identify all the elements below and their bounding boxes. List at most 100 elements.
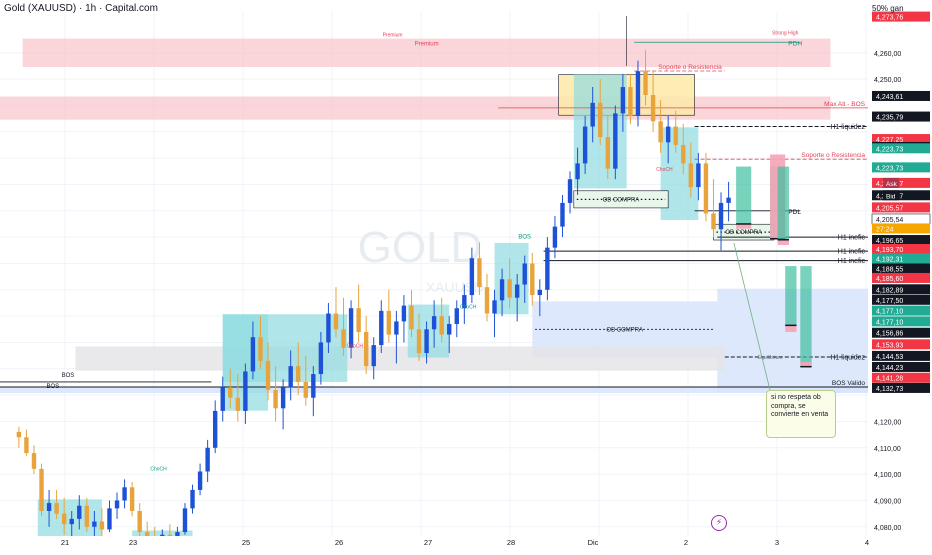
price-tag-label: 4,144,23 [876, 365, 903, 372]
candle-body [145, 532, 150, 538]
price-tag [872, 90, 930, 101]
time-axis-tick: 4 [865, 538, 869, 547]
annotation-label: Strong High [772, 30, 799, 36]
candle-body [92, 521, 97, 527]
candle-body [122, 487, 127, 501]
note-pointer-line [733, 242, 771, 391]
ask-bid-tag [883, 177, 899, 188]
lightning-bolt-icon[interactable]: ⚡ [711, 515, 727, 531]
trade-box-stop [736, 223, 752, 229]
trade-box-stop [800, 361, 812, 367]
price-tag-label: 4,205,57 [876, 205, 903, 212]
price-tag [872, 190, 930, 201]
trade-box-target [777, 166, 789, 240]
candle-body [228, 387, 233, 398]
price-tag-label: 4,205,54 [876, 217, 903, 224]
price-tag [872, 372, 930, 383]
level-label: Soporte o Resistencia [801, 152, 865, 159]
level-label: PDH [788, 40, 802, 47]
candle-body [703, 163, 709, 214]
candle-body [258, 337, 263, 361]
candle-body [409, 305, 414, 330]
price-tag [872, 243, 930, 254]
candle-body [492, 300, 497, 314]
zone-blue [0, 387, 868, 394]
price-tag-label: 4,243,61 [876, 94, 903, 101]
annotation-label: ChoCH [460, 304, 477, 310]
candle-body [696, 163, 701, 188]
candle-body [688, 163, 694, 188]
watermark-sub: XAUUSD [426, 279, 484, 295]
candle-body [620, 87, 626, 114]
candle-body [235, 397, 241, 411]
time-axis-tick: 28 [507, 538, 515, 547]
candle-body [205, 447, 210, 472]
zone-label: OB COMPRA [725, 230, 762, 236]
chart-title: Gold (XAUUSD) · 1h · Capital.com [4, 3, 158, 14]
time-axis-tick: Dic [588, 538, 599, 547]
price-tag [872, 305, 930, 316]
candle-body [575, 163, 580, 180]
candle-body [462, 295, 467, 309]
candle-body [46, 503, 52, 511]
candle-body [348, 308, 354, 348]
time-axis-tick: 27 [424, 538, 432, 547]
candle-body [605, 137, 610, 169]
zone-label: OB COMPRA [603, 197, 640, 203]
price-tag [872, 382, 930, 393]
candle-body [220, 387, 225, 411]
candle-body [484, 287, 490, 314]
level-label: H1 liquidez [830, 124, 865, 131]
candle-body [250, 337, 256, 372]
watermark-symbol: GOLD [358, 223, 483, 272]
candle-body [590, 102, 595, 127]
candle-body [61, 513, 67, 525]
candle-body [333, 313, 339, 330]
price-tag [872, 263, 930, 274]
candle-body [673, 126, 678, 145]
candle-body [296, 366, 301, 382]
price-axis-tick: 4,250,00 [874, 77, 901, 84]
candle-body [477, 258, 482, 288]
price-tag-label: 4,223,73 [876, 146, 903, 153]
candle-body [718, 202, 724, 230]
candle-body [552, 226, 558, 248]
price-tag [872, 134, 930, 145]
candle-body [16, 431, 22, 438]
note-callout[interactable]: si no respeta ob compra, se convierte en… [766, 390, 836, 438]
price-tag [872, 235, 930, 246]
candle-body [129, 487, 135, 511]
price-tag-label: 4,273,76 [876, 15, 903, 22]
price-tag [872, 111, 930, 122]
time-axis-tick: 21 [61, 538, 69, 547]
candle-body [54, 503, 59, 514]
price-axis-tick: 4,080,00 [874, 525, 901, 532]
candle-body [545, 247, 550, 290]
zone-gray [75, 346, 725, 371]
candle-body [522, 263, 527, 285]
candle-body [190, 489, 195, 509]
time-axis-tick: 2 [684, 538, 688, 547]
price-tag [872, 350, 930, 361]
price-tag [872, 202, 930, 213]
candle-body [326, 313, 331, 343]
candle-body [197, 471, 203, 490]
candle-body [499, 279, 505, 301]
candle-body [665, 126, 671, 143]
price-tag [872, 339, 930, 350]
trade-box-stop [785, 325, 797, 332]
price-tag [872, 361, 930, 372]
price-tag-label: 4,227,25 [876, 137, 903, 144]
top-right-label: 50% gan [872, 4, 904, 13]
candle-body [84, 505, 90, 527]
price-tag-label: 4,177,50 [876, 298, 903, 305]
price-tag [872, 177, 930, 188]
candle-body [31, 453, 37, 469]
price-tag [872, 272, 930, 283]
annotation-label: BOS [518, 235, 531, 241]
candle-body [114, 500, 120, 509]
candle-body [39, 468, 44, 511]
candle-body [454, 308, 459, 325]
